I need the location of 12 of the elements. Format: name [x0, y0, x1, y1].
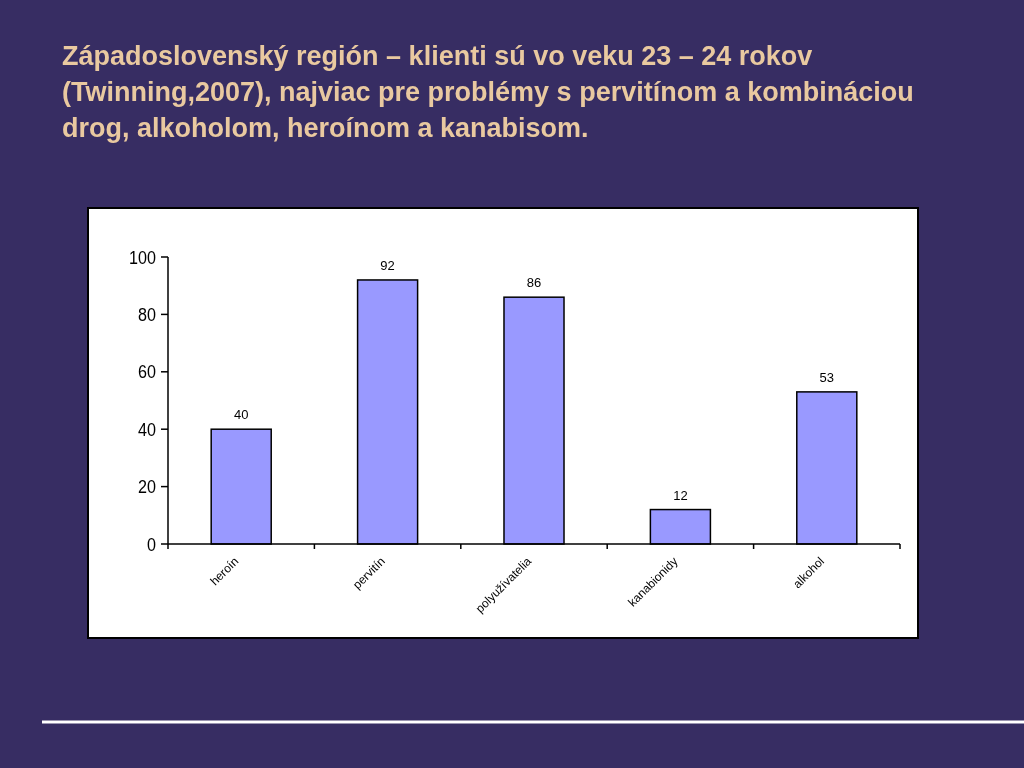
y-tick-label: 60 — [138, 361, 157, 383]
y-tick-label: 100 — [129, 246, 157, 268]
y-tick-label: 40 — [138, 418, 157, 441]
data-label: 53 — [819, 369, 835, 385]
y-tick-label: 20 — [138, 476, 157, 498]
y-tick-label: 80 — [138, 303, 157, 326]
data-label: 86 — [526, 275, 542, 291]
y-tick-label: 0 — [147, 533, 157, 555]
data-label: 12 — [673, 487, 688, 503]
chart-title: Západoslovenský región – klienti sú vo veku 23 – 24 rokov (Twinning,2007), najviac pre problémy s pervitínom a kombináciou drog, alkoholom, heroínom a kanabisom. — [62, 40, 915, 145]
data-label: 40 — [233, 407, 249, 423]
data-label: 92 — [380, 257, 395, 273]
